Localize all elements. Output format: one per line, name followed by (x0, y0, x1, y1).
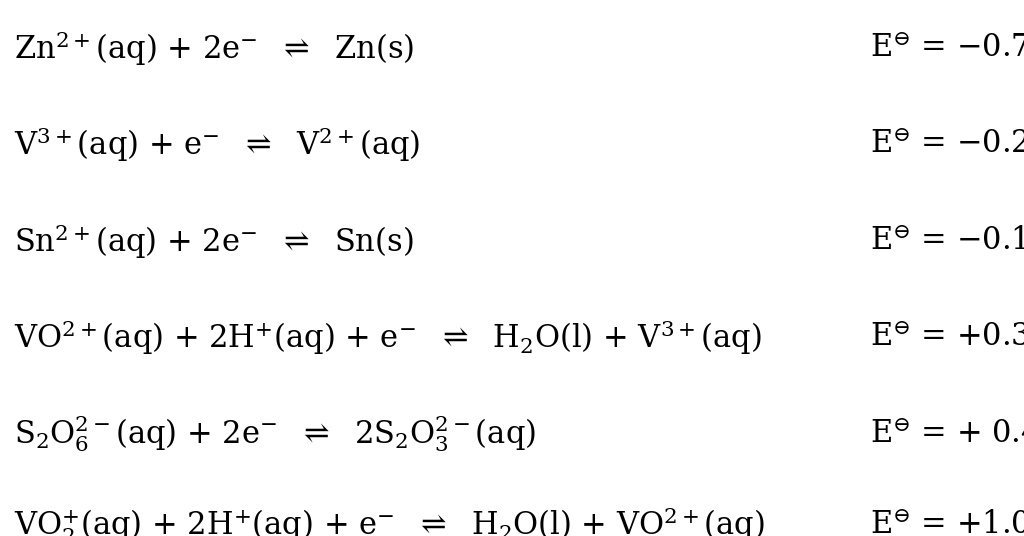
Text: VO$_{2}^{+}$(aq) + 2H$^{+}$(aq) + e$^{-}$  $\rightleftharpoons$  H$_{2}$O(l) + V: VO$_{2}^{+}$(aq) + 2H$^{+}$(aq) + e$^{-}… (14, 505, 765, 536)
Text: Zn$^{2+}$(aq) + 2e$^{-}$  $\rightleftharpoons$  Zn(s): Zn$^{2+}$(aq) + 2e$^{-}$ $\rightleftharp… (14, 29, 415, 68)
Text: Sn$^{2+}$(aq) + 2e$^{-}$  $\rightleftharpoons$  Sn(s): Sn$^{2+}$(aq) + 2e$^{-}$ $\rightleftharp… (14, 222, 414, 260)
Text: V$^{3+}$(aq) + e$^{-}$  $\rightleftharpoons$  V$^{2+}$(aq): V$^{3+}$(aq) + e$^{-}$ $\rightleftharpoo… (14, 125, 420, 164)
Text: E$^{\ominus}$ = +0.34 V: E$^{\ominus}$ = +0.34 V (870, 322, 1024, 353)
Text: E$^{\ominus}$ = −0.14 V: E$^{\ominus}$ = −0.14 V (870, 226, 1024, 257)
Text: E$^{\ominus}$ = + 0.47 V: E$^{\ominus}$ = + 0.47 V (870, 419, 1024, 450)
Text: VO$^{2+}$(aq) + 2H$^{+}$(aq) + e$^{-}$  $\rightleftharpoons$  H$_{2}$O(l) + V$^{: VO$^{2+}$(aq) + 2H$^{+}$(aq) + e$^{-}$ $… (14, 318, 762, 357)
Text: E$^{\ominus}$ = −0.76 V: E$^{\ominus}$ = −0.76 V (870, 33, 1024, 64)
Text: E$^{\ominus}$ = −0.26 V: E$^{\ominus}$ = −0.26 V (870, 129, 1024, 160)
Text: S$_{2}$O$_{6}^{2-}$(aq) + 2e$^{-}$  $\rightleftharpoons$  2S$_{2}$O$_{3}^{2-}$(a: S$_{2}$O$_{6}^{2-}$(aq) + 2e$^{-}$ $\rig… (14, 414, 536, 455)
Text: E$^{\ominus}$ = +1.00 V: E$^{\ominus}$ = +1.00 V (870, 510, 1024, 536)
